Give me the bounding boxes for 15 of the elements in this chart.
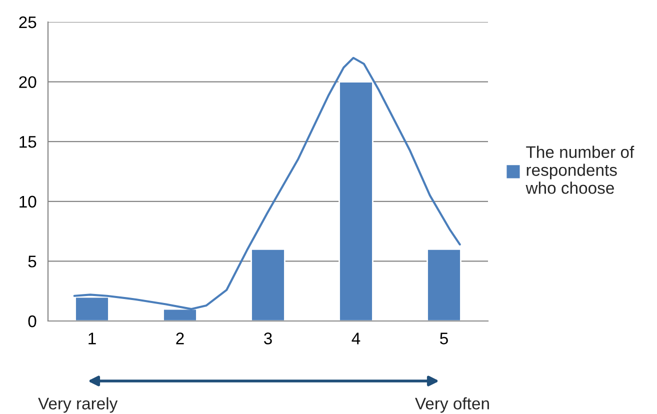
x-tick-label: 5 <box>440 332 448 344</box>
y-tick-label: 5 <box>28 256 36 268</box>
y-tick-label: 20 <box>19 76 36 88</box>
legend-label: The number of respondents who choose <box>526 146 634 194</box>
x-tick-label: 1 <box>88 332 96 344</box>
x-tick-label: 4 <box>352 332 360 344</box>
y-tick-label: 25 <box>19 16 36 28</box>
bar <box>426 248 462 321</box>
x-tick-label: 3 <box>264 332 272 344</box>
x-tick-label: 2 <box>176 332 184 344</box>
text: Very rarely <box>38 397 118 413</box>
y-tick-label: 10 <box>20 196 36 208</box>
y-tick-label: 15 <box>20 136 36 148</box>
text: Very often <box>415 397 489 413</box>
y-tick-label: 0 <box>28 315 36 328</box>
